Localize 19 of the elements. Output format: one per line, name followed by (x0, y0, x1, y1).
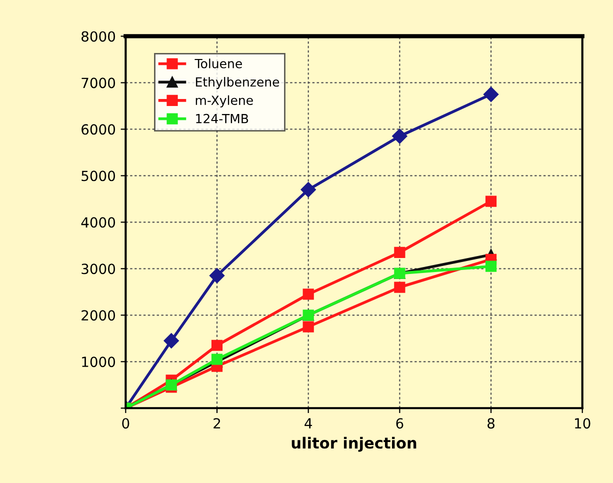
x-tick-label: 10 (575, 418, 590, 429)
y-tick-label: 1000 (82, 356, 116, 368)
legend-label: m-Xylene (196, 95, 253, 108)
legend-label: Toluene (194, 58, 242, 68)
x-tick-label: 2 (214, 418, 220, 428)
x-axis-title: ulitor injection (292, 436, 416, 452)
y-tick-label: 7000 (82, 78, 116, 88)
x-tick-label: 8 (488, 418, 494, 429)
legend-label: 124-TMB (196, 114, 248, 124)
x-tick-label: 4 (304, 418, 312, 428)
y-tick-label: 8000 (82, 31, 116, 42)
y-tick-label: 6000 (82, 124, 116, 135)
legend-label: Ethylbenzene (196, 76, 280, 90)
y-tick-label: 5000 (82, 170, 116, 182)
y-tick-label: 3000 (82, 264, 116, 274)
x-tick-label: 6 (396, 418, 404, 429)
y-tick-label: 4000 (81, 217, 116, 228)
y-tick-label: 2000 (82, 310, 116, 321)
x-tick-label: 0 (122, 418, 130, 429)
